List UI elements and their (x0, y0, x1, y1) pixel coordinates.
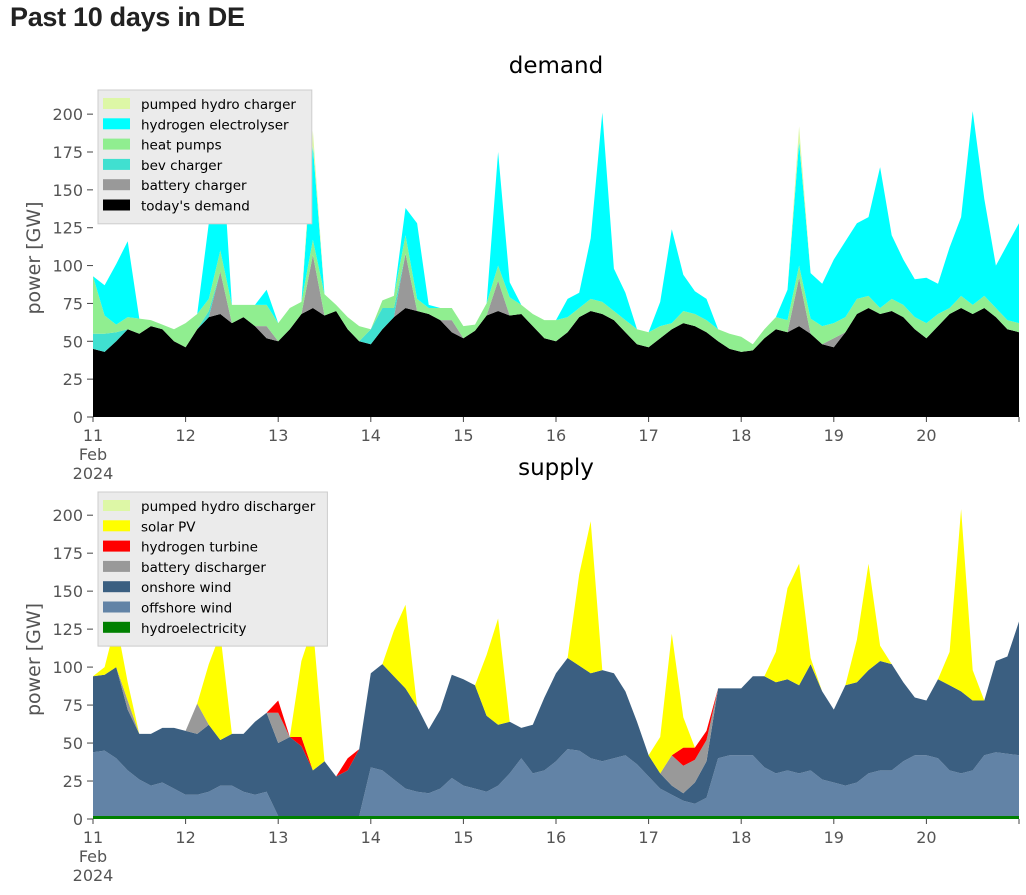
y-tick-label: 25 (63, 370, 83, 389)
x-tick-label: 18 (731, 828, 751, 847)
y-tick-label: 75 (63, 294, 83, 313)
legend-swatch (103, 118, 130, 130)
x-tick-label: 13 (268, 828, 288, 847)
legend-swatch (103, 98, 130, 109)
legend-swatch (103, 199, 130, 211)
y-tick-label: 175 (52, 143, 83, 162)
y-axis-label: power [GW] (23, 603, 45, 716)
legend-swatch (103, 581, 130, 593)
x-tick-label: 15 (453, 828, 473, 847)
legend-label: solar PV (141, 519, 196, 535)
y-tick-label: 100 (52, 658, 83, 677)
legend-swatch (103, 138, 130, 150)
x-tick-label: 11 Feb 2024 (73, 828, 114, 885)
x-tick-label: 20 (916, 426, 936, 445)
y-tick-label: 175 (52, 544, 83, 563)
legend: pumped hydro charger hydrogen electrolyse… (97, 89, 313, 225)
x-tick-label: 20 (916, 828, 936, 847)
legend-swatch (103, 560, 130, 572)
y-tick-label: 25 (63, 772, 83, 791)
legend-label: today's demand (141, 199, 250, 215)
legend-box (97, 491, 328, 647)
y-tick-label: 125 (52, 219, 83, 238)
legend-swatch (103, 179, 130, 191)
chart-demand: demand 0 25 50 75 100 125 150 175 200 power [GW] 11… (23, 53, 1020, 483)
x-tick-label: 17 (638, 828, 658, 847)
y-tick-label: 125 (52, 620, 83, 639)
legend-label: hydrogen electrolyser (141, 117, 289, 133)
chart-title: supply (518, 455, 594, 481)
x-tick-label: 11 Feb 2024 (73, 426, 114, 483)
x-tick-label: 12 (175, 426, 195, 445)
y-tick-label: 150 (52, 181, 83, 200)
x-tick-label: 15 (453, 426, 473, 445)
chart-title: demand (509, 53, 603, 79)
legend-label: hydrogen turbine (141, 540, 258, 556)
x-tick-label: 16 (546, 426, 566, 445)
y-tick-label: 50 (63, 734, 83, 753)
legend-label: onshore wind (141, 580, 231, 596)
area-onshore-wind (93, 621, 1019, 816)
x-tick-label: 12 (175, 828, 195, 847)
legend-swatch (103, 621, 130, 633)
legend-swatch (103, 540, 130, 552)
legend-label: pumped hydro charger (141, 97, 296, 113)
legend-swatch (103, 601, 130, 613)
page-title: Past 10 days in DE (10, 2, 245, 32)
legend-swatch (103, 158, 130, 170)
area-hydrogen-electrolyser (93, 111, 1019, 345)
legend-swatch (103, 520, 130, 532)
x-tick-label: 17 (638, 426, 658, 445)
area-heat-pumps (93, 235, 1019, 352)
y-tick-label: 50 (63, 332, 83, 351)
legend-label: battery discharger (141, 560, 266, 576)
y-axis-label: power [GW] (23, 201, 45, 314)
y-tick-label: 0 (73, 408, 83, 427)
legend-label: offshore wind (141, 601, 232, 617)
legend-label: bev charger (141, 158, 223, 174)
legend-swatch (103, 500, 130, 511)
legend: pumped hydro discharger solar PV hydrogen … (97, 491, 328, 647)
area-offshore-wind (93, 749, 1019, 816)
area-hydroelectricity (93, 816, 1019, 819)
x-tick-label: 14 (361, 426, 381, 445)
x-tick-label: 19 (824, 426, 844, 445)
legend-label: hydroelectricity (141, 621, 246, 637)
y-tick-label: 0 (73, 810, 83, 829)
legend-label: pumped hydro discharger (141, 499, 316, 515)
legend-label: heat pumps (141, 138, 222, 154)
x-tick-label: 13 (268, 426, 288, 445)
legend-label: battery charger (141, 178, 247, 194)
y-tick-label: 150 (52, 582, 83, 601)
y-tick-label: 75 (63, 696, 83, 715)
legend-box (97, 89, 313, 225)
area-today-s-demand (93, 308, 1019, 417)
y-tick-label: 200 (52, 506, 83, 525)
x-tick-label: 14 (361, 828, 381, 847)
x-tick-label: 19 (824, 828, 844, 847)
x-tick-label: 16 (546, 828, 566, 847)
y-tick-label: 200 (52, 105, 83, 124)
y-tick-label: 100 (52, 257, 83, 276)
x-tick-label: 18 (731, 426, 751, 445)
